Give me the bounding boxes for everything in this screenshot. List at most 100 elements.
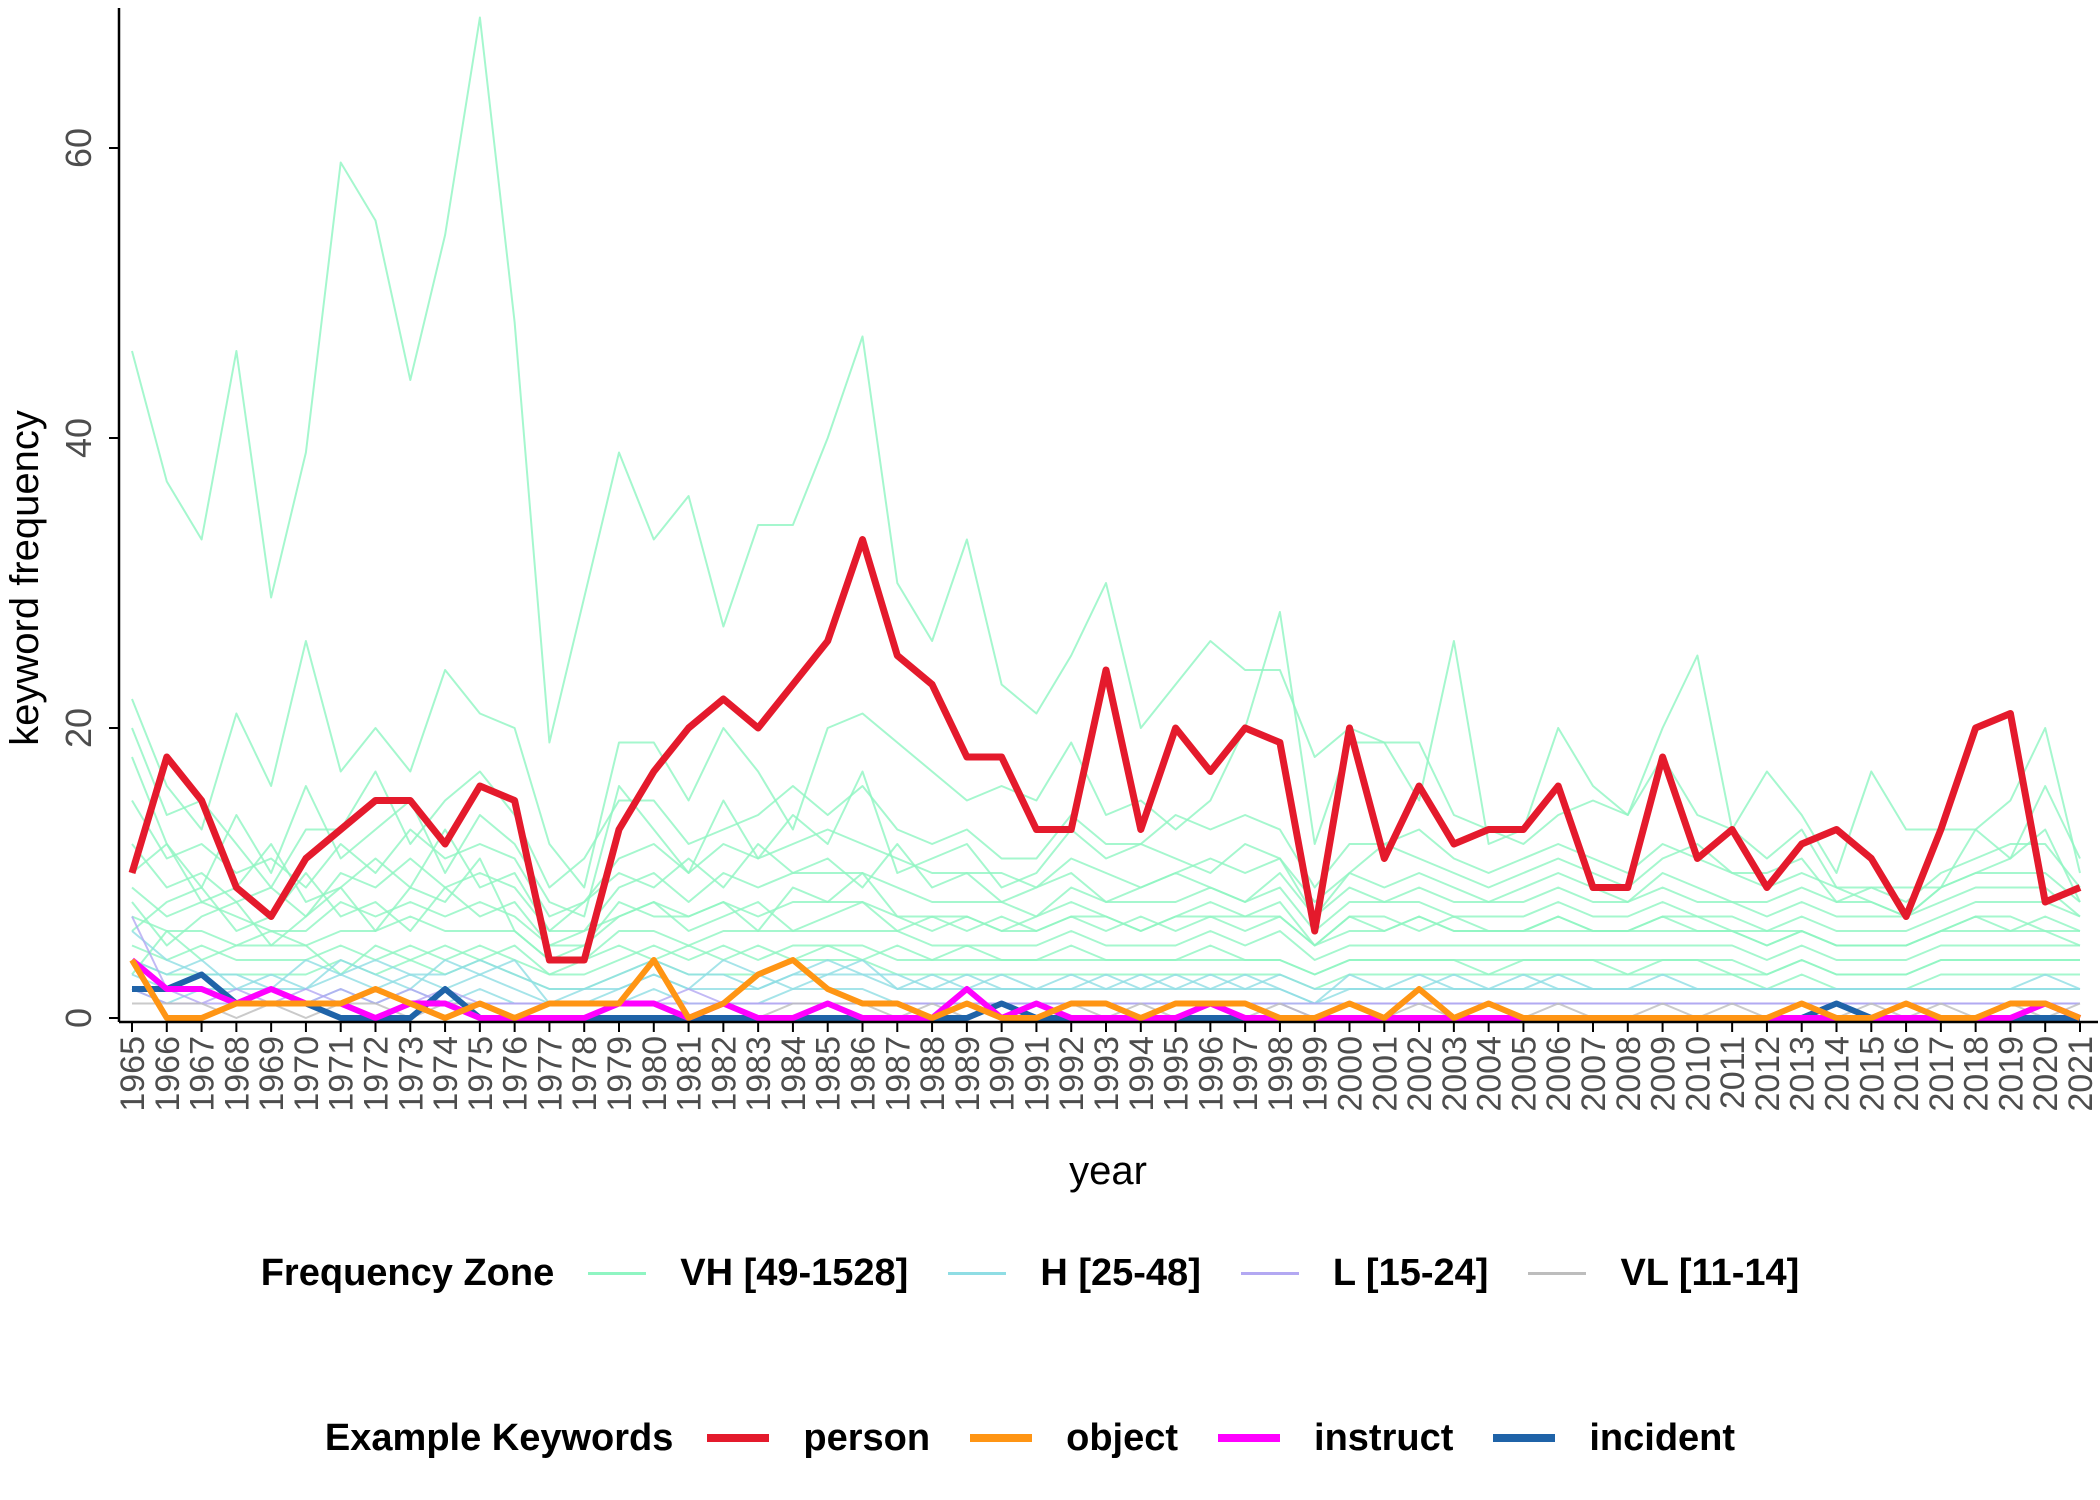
x-tick-label-1970: 1970 xyxy=(288,1036,326,1112)
x-tick-label-2002: 2002 xyxy=(1401,1036,1439,1112)
example-keywords-legend-title: Example Keywords xyxy=(324,1416,674,1459)
x-tick-label-2009: 2009 xyxy=(1645,1036,1683,1112)
x-tick-label-1977: 1977 xyxy=(531,1036,569,1112)
legend-item-instruct: instruct xyxy=(1218,1417,1453,1460)
x-tick-label-2012: 2012 xyxy=(1749,1036,1787,1112)
legend-item-l: L [15-24] xyxy=(1240,1251,1489,1295)
zone-series-line-vh-1 xyxy=(131,611,2081,889)
legend-label-object: object xyxy=(1066,1416,1179,1459)
x-tick-label-1995: 1995 xyxy=(1158,1036,1196,1112)
x-tick-label-1990: 1990 xyxy=(984,1036,1022,1112)
x-tick-label-1968: 1968 xyxy=(218,1036,256,1112)
legend-item-vh: VH [49-1528] xyxy=(588,1252,908,1295)
x-tick-label-1989: 1989 xyxy=(949,1036,987,1112)
legend-label-instruct: instruct xyxy=(1314,1416,1454,1459)
x-tick-label-1993: 1993 xyxy=(1088,1036,1126,1112)
zone-series-line-vh-6 xyxy=(131,915,2080,961)
x-axis-ticks: 1965196619671968196919701971197219731974… xyxy=(114,1022,2100,1112)
legend-key-h xyxy=(948,1271,1007,1275)
legend-label-person: person xyxy=(803,1416,931,1459)
legend-key-l xyxy=(1240,1271,1299,1275)
frequency-zone-legend-title: Frequency Zone xyxy=(260,1251,555,1294)
x-tick-label-1969: 1969 xyxy=(253,1036,291,1112)
x-tick-label-1999: 1999 xyxy=(1297,1036,1335,1112)
frequency-zone-legend: Frequency Zone VH [49-1528] H [25-48] L … xyxy=(0,1248,2100,1298)
legend-item-object: object xyxy=(970,1417,1178,1460)
zone-series-line-vh-0 xyxy=(131,16,2081,918)
x-tick-label-2003: 2003 xyxy=(1436,1036,1474,1112)
x-tick-label-2010: 2010 xyxy=(1679,1036,1717,1112)
x-tick-label-2004: 2004 xyxy=(1471,1036,1509,1112)
x-tick-label-1982: 1982 xyxy=(705,1036,743,1112)
legend-key-vl xyxy=(1528,1271,1587,1275)
x-tick-label-1985: 1985 xyxy=(810,1036,848,1112)
y-axis-ticks: 0 20 40 60 xyxy=(58,128,119,1028)
x-tick-label-1976: 1976 xyxy=(497,1036,535,1112)
legend-key-instruct xyxy=(1218,1434,1281,1442)
legend-label-h: H [25-48] xyxy=(1040,1251,1201,1294)
x-tick-label-1972: 1972 xyxy=(358,1036,396,1112)
legend-key-vh xyxy=(588,1271,647,1275)
x-tick-label-2011: 2011 xyxy=(1714,1036,1752,1109)
x-axis-title: year xyxy=(1069,1149,1147,1193)
y-tick-label-60: 60 xyxy=(58,128,99,168)
x-tick-label-1984: 1984 xyxy=(775,1036,813,1112)
zone-series-line-vh-2 xyxy=(131,727,2081,903)
legend-item-incident: incident xyxy=(1493,1417,1735,1460)
x-tick-label-2005: 2005 xyxy=(1505,1036,1543,1112)
y-tick-label-40: 40 xyxy=(58,418,99,458)
x-tick-label-2007: 2007 xyxy=(1575,1036,1613,1112)
x-tick-label-2014: 2014 xyxy=(1819,1036,1857,1112)
x-tick-label-2000: 2000 xyxy=(1332,1036,1370,1112)
x-tick-label-2020: 2020 xyxy=(2027,1036,2065,1112)
x-tick-label-1980: 1980 xyxy=(636,1036,674,1112)
x-tick-label-2016: 2016 xyxy=(1888,1036,1926,1112)
x-tick-label-1965: 1965 xyxy=(114,1036,152,1112)
legend-label-incident: incident xyxy=(1589,1416,1736,1459)
x-tick-label-1966: 1966 xyxy=(149,1036,187,1112)
x-tick-label-1978: 1978 xyxy=(566,1036,604,1112)
x-tick-label-1974: 1974 xyxy=(427,1036,465,1112)
legend-key-object xyxy=(970,1434,1033,1442)
x-tick-label-1973: 1973 xyxy=(392,1036,430,1112)
x-tick-label-1996: 1996 xyxy=(1192,1036,1230,1112)
x-tick-label-1998: 1998 xyxy=(1262,1036,1300,1112)
zone-series-line-vh-13 xyxy=(131,930,2080,976)
x-tick-label-2015: 2015 xyxy=(1853,1036,1891,1112)
legend-key-person xyxy=(707,1434,770,1442)
zone-series-line-vh-12 xyxy=(131,857,2081,961)
x-tick-label-1967: 1967 xyxy=(184,1036,222,1112)
legend-key-incident xyxy=(1493,1434,1556,1442)
x-tick-label-2008: 2008 xyxy=(1610,1036,1648,1112)
frequency-zone-lines xyxy=(131,16,2081,1019)
y-axis-title: keyword frequency xyxy=(3,410,47,746)
legend-item-h: H [25-48] xyxy=(948,1252,1201,1295)
x-tick-label-1992: 1992 xyxy=(1053,1036,1091,1112)
x-tick-label-1981: 1981 xyxy=(671,1036,709,1112)
x-tick-label-2006: 2006 xyxy=(1540,1036,1578,1112)
x-tick-label-1975: 1975 xyxy=(462,1036,500,1112)
x-tick-label-2013: 2013 xyxy=(1784,1036,1822,1112)
legend-label-l: L [15-24] xyxy=(1332,1251,1489,1294)
x-tick-label-2019: 2019 xyxy=(1992,1036,2030,1112)
x-tick-label-1979: 1979 xyxy=(601,1036,639,1112)
series-line-person xyxy=(128,536,2082,964)
x-tick-label-2017: 2017 xyxy=(1923,1036,1961,1112)
example-keywords-legend: Example Keywords person object instruct … xyxy=(0,1413,2100,1463)
series-line-object xyxy=(129,957,2082,1021)
x-tick-label-2021: 2021 xyxy=(2062,1036,2100,1112)
x-tick-label-2018: 2018 xyxy=(1958,1036,1996,1112)
x-tick-label-1994: 1994 xyxy=(1123,1036,1161,1112)
x-tick-label-1983: 1983 xyxy=(740,1036,778,1112)
x-tick-label-1997: 1997 xyxy=(1227,1036,1265,1112)
zone-series-line-h-16 xyxy=(131,959,2080,1005)
legend-label-vh: VH [49-1528] xyxy=(680,1251,909,1294)
x-tick-label-1971: 1971 xyxy=(323,1036,361,1112)
x-tick-label-1986: 1986 xyxy=(845,1036,883,1112)
legend-label-vl: VL [11-14] xyxy=(1620,1251,1800,1294)
zone-series-line-vh-11 xyxy=(131,872,2081,947)
y-tick-label-0: 0 xyxy=(58,1008,99,1028)
x-tick-label-1988: 1988 xyxy=(914,1036,952,1112)
legend-item-person: person xyxy=(707,1417,930,1460)
